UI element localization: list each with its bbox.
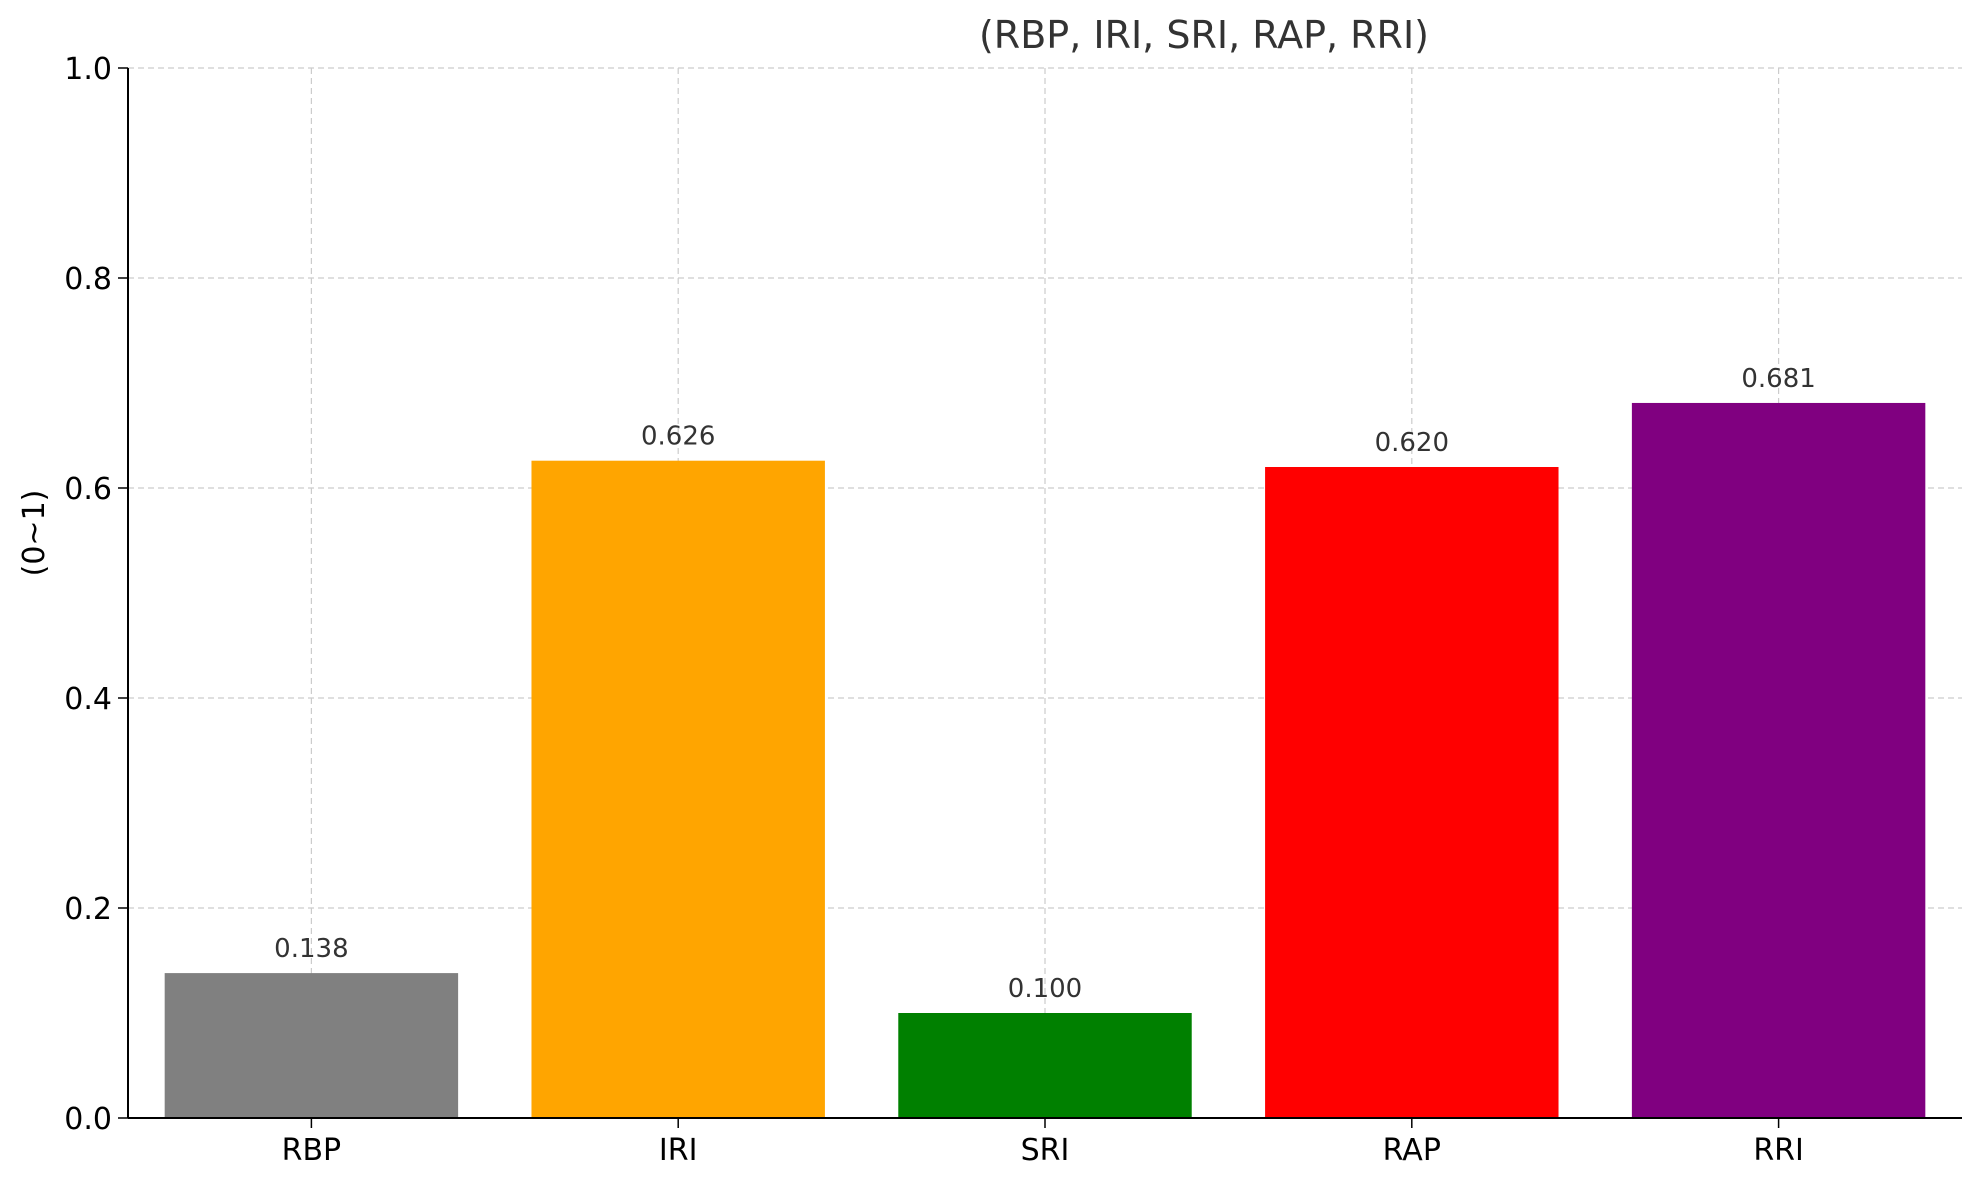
bar-rap — [1265, 467, 1559, 1118]
x-tick-label-iri: IRI — [659, 1133, 698, 1168]
data-labels-layer: 0.138 0.626 0.100 0.620 0.681 — [274, 364, 1816, 1004]
x-tick-label-sri: SRI — [1021, 1133, 1070, 1168]
y-tick-label: 0.6 — [64, 472, 112, 507]
bars-layer — [164, 402, 1926, 1118]
bar-rri — [1631, 402, 1926, 1118]
data-label-rbp: 0.138 — [274, 934, 348, 964]
x-tick-label-rap: RAP — [1383, 1133, 1441, 1168]
bar-rbp — [164, 973, 459, 1118]
bar-sri — [898, 1013, 1192, 1118]
data-label-iri: 0.626 — [641, 422, 715, 452]
y-tick-label: 0.0 — [64, 1102, 112, 1137]
y-ticks-layer: 0.0 0.2 0.4 0.6 0.8 1.0 — [64, 52, 128, 1137]
x-tick-label-rri: RRI — [1753, 1133, 1804, 1168]
y-tick-label: 0.4 — [64, 682, 112, 717]
y-tick-label: 1.0 — [64, 52, 112, 87]
y-axis-label: (0~1) — [17, 490, 52, 577]
y-tick-label: 0.2 — [64, 892, 112, 927]
y-tick-label: 0.8 — [64, 262, 112, 297]
chart-title: (RBP, IRI, SRI, RAP, RRI) — [979, 13, 1429, 57]
x-tick-label-rbp: RBP — [282, 1133, 342, 1168]
x-ticks-layer: RBP IRI SRI RAP RRI — [282, 1118, 1804, 1168]
bar-iri — [531, 460, 825, 1118]
data-label-rri: 0.681 — [1741, 364, 1815, 394]
data-label-rap: 0.620 — [1375, 428, 1449, 458]
data-label-sri: 0.100 — [1008, 974, 1082, 1004]
